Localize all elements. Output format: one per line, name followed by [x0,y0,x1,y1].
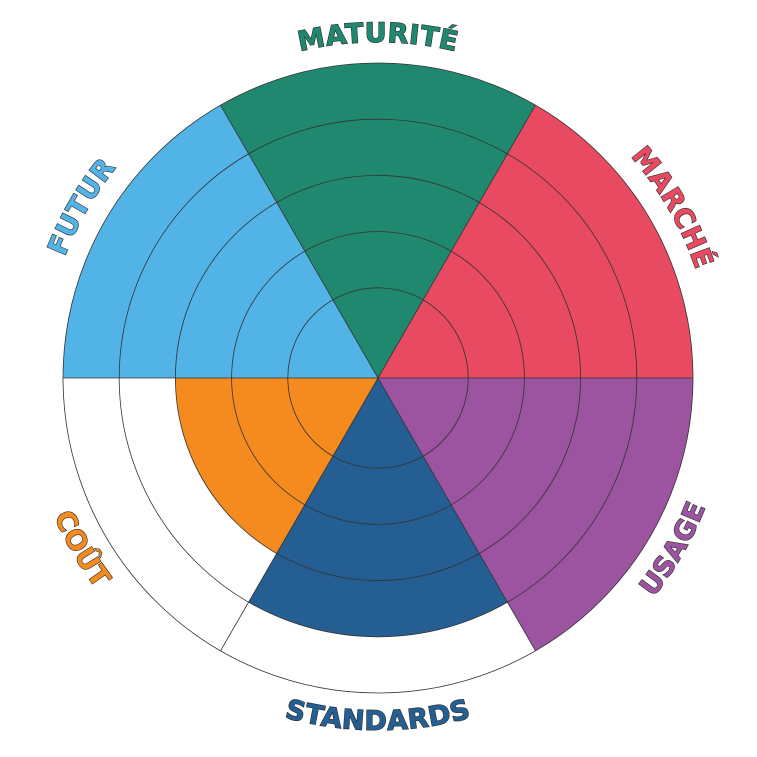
sector [220,63,536,378]
sector [248,378,508,637]
category-label: STANDARDS [283,694,474,737]
sector [378,105,693,378]
spoke [220,377,379,651]
category-label-text: STANDARDS [282,694,474,738]
sector [175,378,378,554]
category-label-text: COÛT [47,505,116,594]
category-label: MATURITÉ [295,18,461,58]
sector [378,378,693,651]
category-label-text: MATURITÉ [295,17,462,58]
sector [63,105,378,378]
spoke [377,377,536,651]
spoke [377,105,536,379]
spoke [220,105,379,379]
category-label: COÛT [48,506,116,594]
